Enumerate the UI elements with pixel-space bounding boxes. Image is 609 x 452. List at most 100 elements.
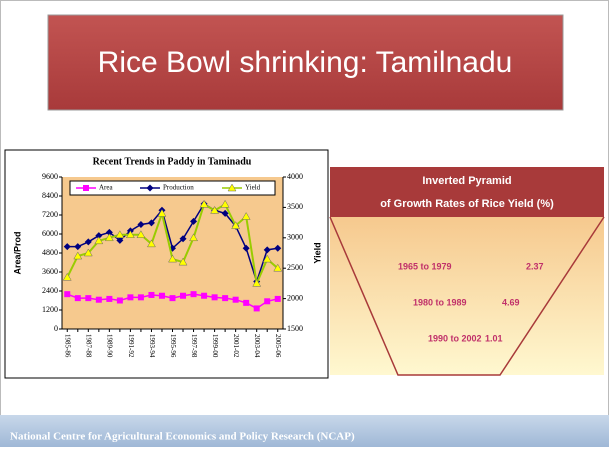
data-point xyxy=(211,294,218,301)
pyramid-title: Inverted Pyramid xyxy=(422,175,511,187)
pyramid-period: 1965 to 1979 xyxy=(398,261,452,271)
data-point xyxy=(189,233,198,242)
x-tick-label: 1993-94 xyxy=(148,334,156,358)
legend-marker xyxy=(83,185,89,191)
data-point xyxy=(231,221,241,229)
data-point xyxy=(95,296,102,303)
data-point xyxy=(180,292,187,299)
pyramid-title: of Growth Rates of Rice Yield (%) xyxy=(380,198,554,210)
chart-title: Recent Trends in Paddy in Taminadu xyxy=(93,156,252,167)
data-point xyxy=(147,219,155,227)
y-tick-label: 0 xyxy=(54,324,58,333)
data-point xyxy=(178,257,188,266)
data-point xyxy=(199,199,209,208)
data-point xyxy=(274,244,282,252)
data-point xyxy=(63,243,71,251)
y-tick-label: 3600 xyxy=(42,267,58,276)
legend xyxy=(69,180,276,196)
data-point xyxy=(168,254,177,263)
y2-axis-title: Yield xyxy=(312,242,322,263)
x-tick-label: 2005-06 xyxy=(274,334,282,358)
y-tick-label: 8400 xyxy=(42,191,58,200)
data-point xyxy=(73,251,83,260)
data-point xyxy=(190,217,198,225)
data-point xyxy=(148,291,155,298)
y-tick-label: 1200 xyxy=(42,305,58,314)
data-point xyxy=(157,208,167,217)
data-point xyxy=(263,246,271,254)
data-point xyxy=(169,295,176,302)
data-point xyxy=(74,295,81,302)
x-tick-label: 2003-04 xyxy=(253,334,261,358)
data-point xyxy=(274,295,281,302)
x-tick-label: 2001-02 xyxy=(232,334,240,358)
y2-tick-label: 2000 xyxy=(287,293,303,302)
data-point xyxy=(243,299,250,306)
pyramid-rate: 4.69 xyxy=(502,297,520,307)
data-point xyxy=(253,305,260,312)
legend-label: Production xyxy=(163,184,194,192)
data-point xyxy=(84,238,92,246)
data-point xyxy=(105,228,113,236)
footer: National Centre for Agricultural Economi… xyxy=(10,431,355,443)
data-point xyxy=(95,232,103,240)
data-point xyxy=(74,243,82,251)
y-axis-title: Area/Prod xyxy=(12,231,22,274)
y2-tick-label: 1500 xyxy=(287,324,303,333)
x-tick-label: 1987-88 xyxy=(85,334,93,358)
footer-bar xyxy=(0,415,609,447)
x-tick-label: 1989-90 xyxy=(106,334,114,358)
pyramid-rate: 1.01 xyxy=(485,333,503,343)
data-point xyxy=(62,272,72,281)
data-point xyxy=(116,236,124,244)
legend-marker xyxy=(146,184,154,192)
data-point xyxy=(83,248,93,257)
data-point xyxy=(210,205,220,214)
x-tick-label: 1997-98 xyxy=(190,334,198,358)
data-point xyxy=(137,221,145,228)
data-point xyxy=(115,230,125,239)
y2-tick-label: 3000 xyxy=(287,233,303,242)
pyramid-outline xyxy=(329,216,605,376)
data-point xyxy=(190,291,197,298)
x-tick-label: 1995-96 xyxy=(169,334,177,358)
data-point xyxy=(137,294,144,301)
pyramid-rate: 2.37 xyxy=(526,261,544,271)
data-point xyxy=(252,278,262,287)
legend-label: Yield xyxy=(245,184,261,192)
pyramid-header xyxy=(330,167,604,217)
data-point xyxy=(222,295,229,302)
y2-tick-label: 4000 xyxy=(287,172,303,181)
data-point xyxy=(179,235,187,243)
data-point xyxy=(273,263,283,272)
data-point xyxy=(85,295,92,302)
data-point xyxy=(125,230,135,239)
data-point xyxy=(264,298,271,305)
title-box xyxy=(47,14,564,111)
pyramid-period: 1990 to 2002 xyxy=(428,333,482,343)
y-tick-label: 7200 xyxy=(42,210,58,219)
plot-area xyxy=(62,177,283,329)
pyramid-bg xyxy=(330,217,604,375)
data-point xyxy=(242,244,250,252)
x-tick-label: 1985-86 xyxy=(64,334,72,358)
data-point xyxy=(221,209,229,217)
y2-tick-label: 2500 xyxy=(287,263,303,272)
y2-tick-label: 3500 xyxy=(287,202,303,211)
x-tick-label: 1999-00 xyxy=(211,334,219,358)
slide-title: Rice Bowl shrinking: Tamilnadu xyxy=(98,46,513,79)
legend-label: Area xyxy=(99,184,113,192)
data-point xyxy=(241,212,251,220)
y-tick-label: 9600 xyxy=(42,172,58,181)
legend-marker xyxy=(227,183,237,192)
data-point xyxy=(136,230,146,239)
y-tick-label: 6000 xyxy=(42,229,58,238)
data-point xyxy=(94,236,104,245)
data-point xyxy=(232,296,239,303)
data-point xyxy=(64,291,71,298)
data-point xyxy=(262,254,272,263)
data-point xyxy=(147,239,156,248)
pyramid-period: 1980 to 1989 xyxy=(413,297,467,307)
y-tick-label: 2400 xyxy=(42,286,58,295)
